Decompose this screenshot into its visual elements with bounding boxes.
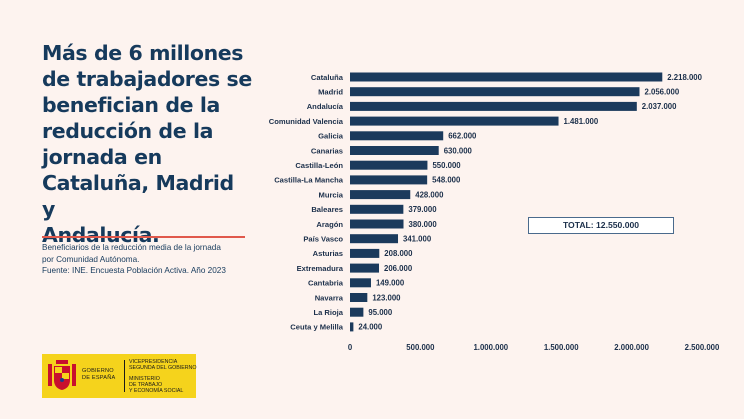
value-label: 341.000 — [403, 235, 432, 244]
ministerio-line: MINISTERIO — [129, 376, 160, 382]
bar — [350, 190, 411, 200]
category-label: La Rioja — [313, 308, 343, 317]
category-label: Andalucía — [307, 102, 344, 111]
bar — [350, 263, 380, 273]
bar — [350, 131, 444, 141]
headline: Más de 6 millones de trabajadores se ben… — [42, 40, 252, 248]
vicepresidencia-line: VICEPRESIDENCIA — [129, 359, 178, 365]
headline-line: de trabajadores se — [42, 67, 252, 91]
value-label: 630.000 — [444, 146, 473, 155]
headline-line: Más de 6 millones — [42, 41, 244, 65]
value-label: 1.481.000 — [564, 117, 599, 126]
category-label: Ceuta y Melilla — [290, 323, 344, 332]
category-label: Cataluña — [311, 73, 344, 82]
headline-line: Andalucía. — [42, 223, 160, 247]
ministerio-text: MINISTERIO DE TRABAJO Y ECONOMÍA SOCIAL — [129, 376, 183, 395]
value-label: 206.000 — [384, 264, 413, 273]
value-label: 428.000 — [415, 190, 444, 199]
bar — [350, 307, 364, 317]
bar — [350, 278, 371, 288]
bar — [350, 146, 439, 155]
ministerio-line: Y ECONOMÍA SOCIAL — [129, 388, 184, 395]
gobierno-line: DE ESPAÑA — [82, 374, 116, 381]
caption-line: Beneficiarios de la reducción media de l… — [42, 243, 221, 252]
value-label: 2.218.000 — [667, 73, 702, 82]
ministerio-line: DE TRABAJO — [129, 382, 163, 389]
value-label: 662.000 — [448, 132, 477, 141]
bar — [350, 293, 368, 302]
category-label: Navarra — [315, 293, 344, 302]
total-box: TOTAL: 12.550.000 — [528, 217, 674, 234]
category-label: Cantabria — [308, 279, 344, 288]
vicepresidencia-text: VICEPRESIDENCIA SEGUNDA DEL GOBIERNO — [129, 359, 197, 371]
value-label: 379.000 — [408, 205, 437, 214]
chart-caption: Beneficiarios de la reducción media de l… — [42, 242, 257, 277]
vicepresidencia-line: SEGUNDA DEL GOBIERNO — [129, 365, 197, 372]
headline-line: Cataluña, Madrid y — [42, 171, 234, 221]
value-label: 208.000 — [384, 249, 413, 258]
category-label: Castilla-La Mancha — [274, 176, 344, 185]
category-label: Murcia — [319, 190, 344, 199]
logo-separator — [124, 360, 125, 392]
value-label: 2.037.000 — [642, 102, 677, 111]
value-label: 24.000 — [358, 323, 383, 332]
x-tick-label: 2.000.000 — [614, 343, 649, 352]
headline-line: benefician de la — [42, 93, 220, 117]
value-label: 149.000 — [376, 279, 405, 288]
bar — [350, 234, 399, 244]
caption-line: por Comunidad Autónoma. — [42, 254, 140, 264]
gobierno-line: GOBIERNO — [82, 368, 114, 374]
value-label: 95.000 — [368, 308, 393, 317]
value-label: 550.000 — [432, 161, 461, 170]
bar — [350, 322, 354, 332]
gobierno-text: GOBIERNO DE ESPAÑA — [82, 368, 115, 381]
bar — [350, 219, 404, 229]
category-label: Comunidad Valencia — [269, 117, 344, 126]
coat-of-arms-icon — [48, 360, 76, 390]
category-label: Castilla-León — [295, 161, 343, 170]
accent-divider — [42, 236, 245, 238]
bar — [350, 87, 640, 97]
value-label: 380.000 — [409, 220, 438, 229]
bar — [350, 160, 428, 170]
x-tick-label: 2.500.000 — [685, 343, 720, 352]
category-label: Canarias — [311, 146, 343, 155]
x-tick-label: 500.000 — [406, 343, 435, 352]
bar — [350, 101, 637, 111]
x-tick-label: 1.500.000 — [544, 343, 579, 352]
bar — [350, 204, 404, 214]
headline-line: jornada en — [42, 145, 162, 169]
value-label: 123.000 — [372, 293, 401, 302]
bar — [350, 116, 559, 126]
category-label: País Vasco — [303, 235, 343, 244]
bar — [350, 72, 663, 82]
caption-line: Fuente: INE. Encuesta Población Activa. … — [42, 266, 226, 275]
category-label: Madrid — [318, 88, 343, 97]
category-label: Aragón — [316, 220, 343, 229]
value-label: 2.056.000 — [644, 88, 679, 97]
value-label: 548.000 — [432, 176, 461, 185]
bar — [350, 248, 380, 258]
x-tick-label: 0 — [348, 343, 353, 352]
category-label: Asturias — [313, 249, 343, 258]
category-label: Baleares — [311, 205, 343, 214]
headline-line: reducción de la — [42, 119, 214, 143]
x-tick-label: 1.000.000 — [473, 343, 508, 352]
category-label: Extremadura — [297, 264, 344, 273]
government-logo: GOBIERNO DE ESPAÑA VICEPRESIDENCIA SEGUN… — [42, 354, 197, 398]
category-label: Galicia — [318, 132, 344, 141]
bar — [350, 175, 428, 185]
